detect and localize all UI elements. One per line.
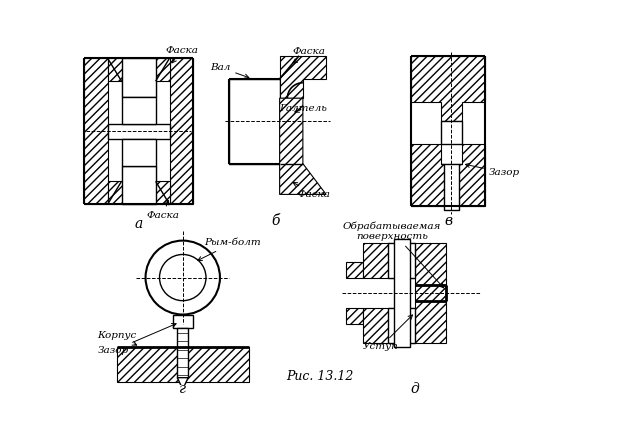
Text: Фаска: Фаска	[293, 182, 331, 199]
Text: Фаска: Фаска	[146, 200, 179, 220]
Text: Обрабатываемая
поверхность: Обрабатываемая поверхность	[342, 221, 444, 288]
Polygon shape	[177, 328, 188, 378]
Polygon shape	[279, 98, 326, 194]
Polygon shape	[346, 308, 362, 324]
Polygon shape	[415, 285, 446, 301]
Polygon shape	[121, 139, 156, 166]
Text: а: а	[134, 216, 142, 231]
Polygon shape	[107, 123, 169, 139]
Polygon shape	[388, 243, 415, 278]
Polygon shape	[229, 79, 279, 164]
Text: Галтель: Галтель	[279, 103, 328, 113]
Polygon shape	[444, 164, 459, 210]
Text: б: б	[271, 214, 280, 228]
Polygon shape	[169, 58, 193, 204]
Text: д: д	[411, 382, 419, 396]
Text: Вал: Вал	[210, 63, 249, 78]
Polygon shape	[279, 56, 326, 98]
Polygon shape	[107, 58, 169, 97]
Polygon shape	[394, 239, 410, 347]
Polygon shape	[441, 121, 462, 144]
Text: Фаска: Фаска	[166, 46, 199, 63]
Text: Уступ: Уступ	[362, 315, 413, 351]
Polygon shape	[107, 166, 169, 204]
Polygon shape	[362, 301, 446, 343]
Polygon shape	[84, 58, 107, 204]
Polygon shape	[121, 58, 156, 97]
Polygon shape	[173, 314, 193, 328]
Text: Зазор: Зазор	[466, 163, 520, 178]
Polygon shape	[346, 262, 362, 278]
Polygon shape	[121, 166, 156, 204]
Polygon shape	[362, 243, 446, 285]
Text: Фаска: Фаска	[292, 48, 326, 63]
Polygon shape	[121, 97, 156, 123]
Text: в: в	[444, 214, 452, 228]
Polygon shape	[117, 347, 249, 381]
Polygon shape	[177, 378, 188, 389]
Polygon shape	[411, 56, 485, 121]
Text: Рис. 13.12: Рис. 13.12	[286, 370, 354, 383]
Text: г: г	[179, 382, 186, 396]
Text: Зазор: Зазор	[98, 323, 176, 355]
Text: Рым-болт: Рым-болт	[198, 239, 261, 260]
Polygon shape	[388, 308, 415, 343]
Polygon shape	[411, 144, 485, 206]
Text: Корпус: Корпус	[98, 331, 137, 345]
